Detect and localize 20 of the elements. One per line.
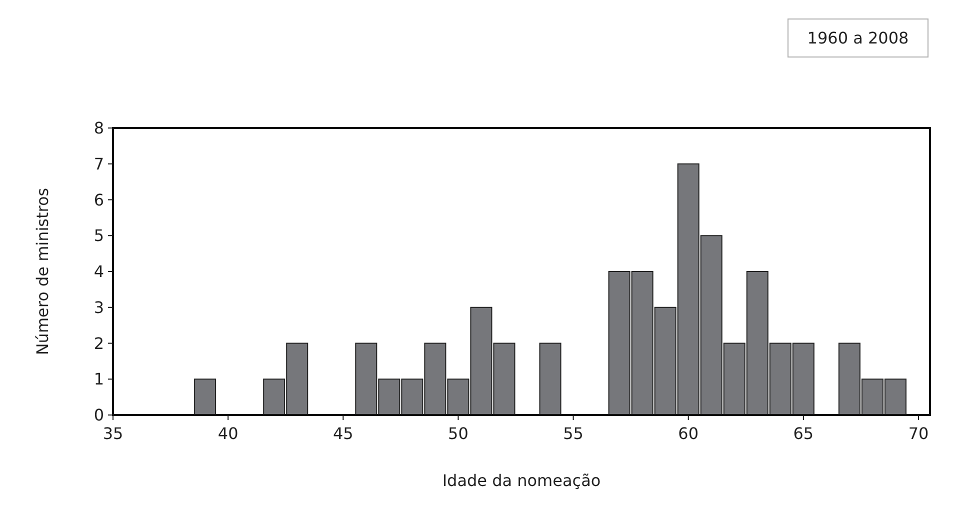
y-tick-label: 3 bbox=[94, 298, 104, 317]
y-tick-label: 1 bbox=[94, 370, 104, 389]
y-tick-label: 8 bbox=[94, 118, 104, 138]
y-tick-label: 4 bbox=[94, 262, 104, 282]
x-tick-label: 35 bbox=[102, 424, 124, 443]
y-tick-label: 6 bbox=[94, 190, 104, 210]
y-tick-label: 0 bbox=[94, 406, 104, 425]
x-tick-label: 60 bbox=[678, 424, 699, 443]
x-tick-label: 55 bbox=[563, 424, 584, 443]
text: 1960 a 2008 bbox=[807, 28, 909, 48]
x-tick-label: 70 bbox=[908, 424, 929, 443]
y-axis-title: Número de ministros bbox=[33, 188, 52, 356]
y-tick-label: 7 bbox=[94, 154, 104, 174]
x-tick-label: 50 bbox=[448, 424, 468, 443]
x-tick-label: 45 bbox=[332, 424, 354, 443]
x-axis-title: Idade da nomeação bbox=[442, 471, 601, 490]
x-tick-label: 65 bbox=[793, 424, 814, 443]
x-tick-label: 40 bbox=[218, 424, 238, 443]
y-tick-label: 5 bbox=[94, 226, 104, 246]
y-tick-label: 2 bbox=[94, 334, 104, 353]
